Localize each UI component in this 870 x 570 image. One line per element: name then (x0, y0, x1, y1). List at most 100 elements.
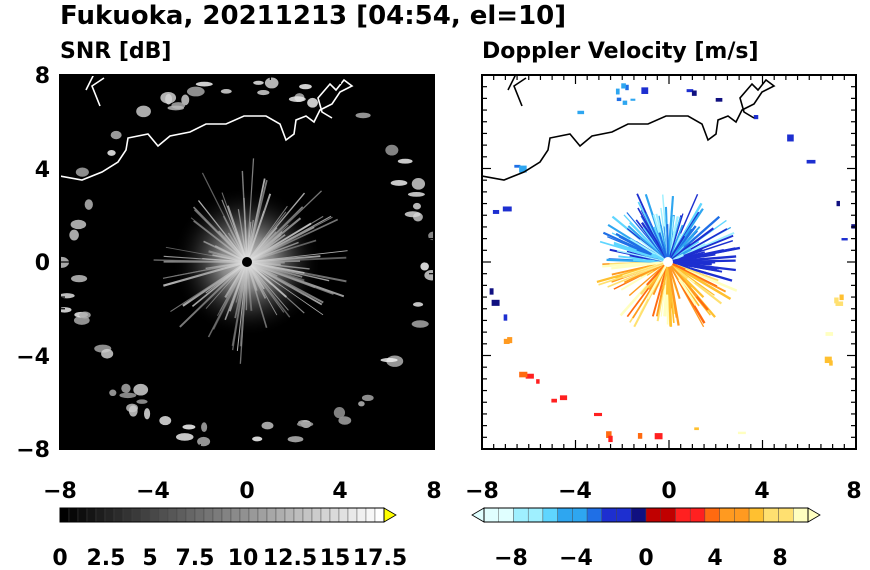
snr-colorbar-segment (149, 507, 160, 523)
doppler-cloud-patch (525, 373, 534, 379)
snr-cloud-patch (121, 383, 131, 393)
snr-cloud-patch (296, 421, 314, 427)
snr-colorbar-tick-label: 7.5 (176, 546, 215, 570)
doppler-x-tick-label: 4 (754, 479, 769, 504)
doppler-colorbar-tick-label: 4 (707, 546, 722, 570)
snr-cloud-patch (252, 436, 263, 442)
doppler-echo-streak (646, 261, 669, 300)
snr-cloud-patch (182, 424, 196, 430)
doppler-colorbar-segment (734, 507, 750, 523)
doppler-cloud-patch (834, 297, 839, 304)
doppler-cloud-patch (621, 83, 626, 89)
doppler-axis-ticks (481, 74, 857, 450)
doppler-cloud-patch (839, 294, 844, 301)
doppler-cloud-patch (694, 427, 699, 431)
snr-colorbar-tick-label: 17.5 (353, 546, 407, 570)
snr-cloud-patch (380, 358, 398, 363)
snr-cloud-patch (355, 112, 371, 119)
doppler-cloud-patch (577, 110, 585, 115)
doppler-cloud-patch (824, 356, 832, 364)
doppler-colorbar (471, 507, 821, 523)
doppler-panel-title: Doppler Velocity [m/s] (482, 39, 759, 64)
snr-cloud-patch (195, 81, 213, 87)
snr-colorbar-segment (221, 507, 232, 523)
snr-colorbar-segment (365, 507, 376, 523)
snr-colorbar-tick-label: 12.5 (263, 546, 317, 570)
doppler-colorbar-labels: −8 −4 0 4 8 (494, 546, 788, 570)
snr-cloud-patch (75, 167, 89, 177)
snr-colorbar-segment (122, 507, 133, 523)
doppler-cloud-patch (715, 97, 723, 102)
snr-cloud-patch (420, 262, 429, 271)
snr-colorbar-segment (257, 507, 268, 523)
snr-cloud-patch (338, 416, 352, 425)
snr-colorbar-segment (176, 507, 187, 523)
snr-cloud-patch (144, 408, 151, 420)
snr-cloud-patch (133, 383, 149, 396)
snr-x-tick-label: 4 (332, 479, 347, 504)
snr-colorbar-segment (167, 507, 178, 523)
doppler-cloud-patch (737, 431, 746, 435)
snr-colorbar-segment (311, 507, 322, 523)
doppler-colorbar-segment (793, 507, 809, 523)
doppler-colorbar-segment (527, 507, 544, 523)
snr-colorbar-segment (185, 507, 196, 523)
doppler-echo-streak (667, 261, 677, 318)
doppler-cloud-patch (641, 87, 649, 94)
snr-cloud-patch (201, 422, 208, 433)
doppler-colorbar-tick-label: −4 (559, 546, 593, 570)
snr-colorbar-segment (95, 507, 106, 523)
doppler-x-tick-label: −4 (558, 479, 592, 504)
snr-cloud-patch (264, 77, 279, 89)
doppler-cloud-patch (608, 435, 613, 443)
snr-colorbar-segment (284, 507, 295, 523)
doppler-cloud-ring (489, 83, 856, 443)
snr-cloud-patch (107, 149, 116, 156)
snr-cloud-patch (307, 97, 318, 108)
doppler-echo-streak (667, 246, 741, 264)
doppler-cloud-patch (519, 371, 528, 378)
snr-colorbar-segment (248, 507, 259, 523)
doppler-echo-streak (645, 212, 669, 263)
snr-x-tick-label: 0 (239, 479, 254, 504)
doppler-cloud-patch (507, 337, 513, 344)
snr-axis-ticks (59, 74, 435, 450)
snr-colorbar-segment (158, 507, 169, 523)
snr-colorbar-segment (86, 507, 97, 523)
snr-y-tick-label: 8 (35, 64, 50, 89)
snr-colorbar-segment (131, 507, 142, 523)
doppler-echo-streak (598, 261, 669, 286)
snr-cloud-patch (109, 389, 117, 397)
doppler-echo-streak (624, 260, 669, 268)
doppler-colorbar-extend-low (471, 507, 485, 523)
doppler-x-tick-label: −8 (465, 479, 499, 504)
snr-y-tick-label: −4 (16, 345, 50, 370)
doppler-cloud-patch (606, 431, 612, 438)
snr-cloud-patch (411, 177, 426, 190)
doppler-colorbar-segment (557, 507, 573, 523)
doppler-cloud-patch (630, 98, 636, 101)
doppler-colorbar-segment (748, 507, 765, 523)
doppler-cloud-patch (654, 433, 663, 440)
snr-cloud-patch (361, 394, 374, 402)
doppler-panel: Doppler Velocity [m/s] −8 −4 0 4 8 −8 −4… (465, 39, 862, 570)
doppler-cloud-patch (551, 398, 557, 403)
snr-cloud-patch (197, 436, 211, 447)
snr-colorbar-segment (293, 507, 304, 523)
snr-colorbar-segment (356, 507, 367, 523)
snr-cloud-patch (136, 399, 148, 404)
snr-x-tick-label: −8 (43, 479, 77, 504)
snr-colorbar-segment (68, 507, 79, 523)
snr-colorbar-segment (320, 507, 331, 523)
doppler-colorbar-segment (513, 507, 529, 523)
snr-cloud-patch (397, 158, 413, 164)
snr-cloud-patch (333, 406, 346, 419)
doppler-echo-streak (667, 226, 701, 263)
snr-cloud-patch (385, 144, 399, 156)
snr-cloud-patch (101, 348, 114, 359)
doppler-echo-streak (667, 260, 732, 301)
snr-cloud-patch (176, 433, 194, 441)
doppler-cloud-patch (625, 84, 629, 91)
snr-colorbar-segment (338, 507, 349, 523)
